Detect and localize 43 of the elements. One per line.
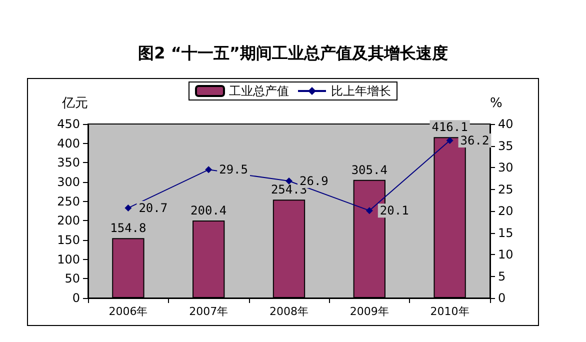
y-tick-label: 300 [57,175,80,189]
y-tick-label: 0 [72,291,80,305]
y2-tick-label: 0 [498,291,506,305]
data-label: 416.1 [432,120,468,134]
legend-label: 比上年增长 [331,84,391,98]
data-label: 29.5 [219,162,248,177]
x-tick-label: 2010年 [430,305,470,318]
y2-tick-label: 20 [498,204,514,218]
data-label: 26.9 [300,174,328,188]
y2-tick-label: 30 [498,160,514,174]
y2-tick-label: 40 [498,117,514,131]
y2-tick-label: 25 [498,182,514,196]
legend-label: 工业总产值 [229,84,289,98]
y-tick-label: 150 [57,233,80,247]
data-label: 305.4 [351,162,388,177]
point [286,177,292,184]
data-label: 20.1 [380,204,409,218]
point [205,166,212,174]
data-label: 20.7 [138,200,168,215]
y-tick-label: 400 [57,136,80,150]
point [366,207,373,214]
y-tick-label: 450 [57,117,80,131]
y2-tick-label: 15 [498,226,514,240]
y-axis-title: 亿元 [61,96,88,111]
y-tick-label: 100 [57,252,80,266]
data-label: 200.4 [190,204,227,218]
y2-axis-title: % [490,96,502,111]
x-tick-label: 2006年 [108,305,148,318]
y-tick-label: 50 [64,272,80,286]
point [446,137,454,144]
x-tick-label: 2009年 [350,305,389,318]
y-tick-label: 250 [57,194,80,208]
y2-tick-label: 10 [498,248,514,262]
y2-tick-label: 5 [498,269,506,284]
y2-tick-label: 35 [498,138,514,153]
data-label: 36.2 [460,134,490,148]
chart-title: 图2 “十一五”期间工业总产值及其增长速度 [138,44,448,62]
x-tick-label: 2007年 [189,305,228,318]
x-tick-label: 2008年 [270,305,308,318]
data-label: 154.8 [110,221,146,236]
y-tick-label: 350 [57,156,80,170]
point [124,204,132,212]
y-tick-label: 200 [57,214,80,228]
